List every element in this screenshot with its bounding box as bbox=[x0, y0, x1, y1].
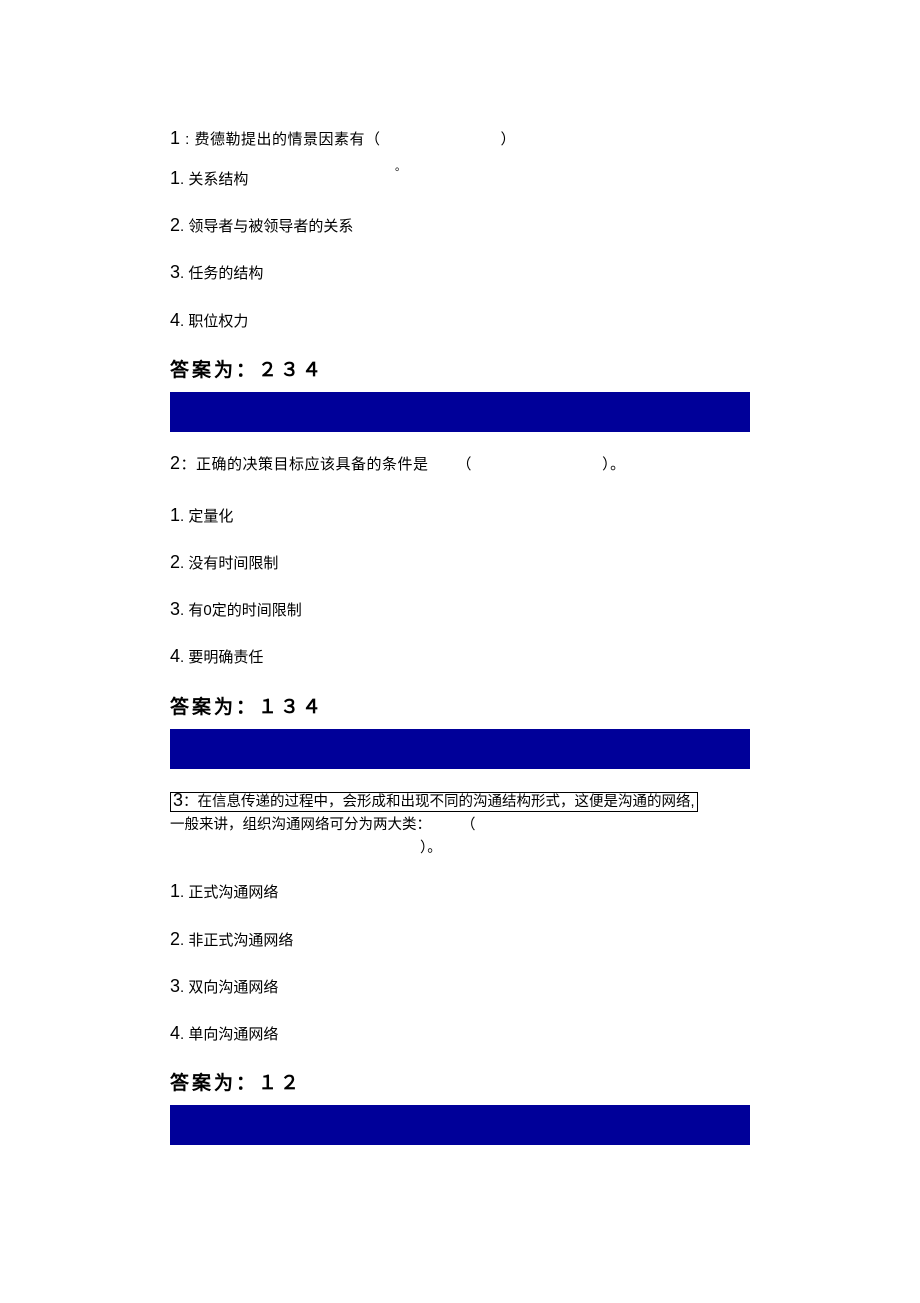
q1-option-2: 2. 领导者与被领导者的关系 bbox=[170, 213, 750, 238]
q3-answer: 答案为：１２ bbox=[170, 1068, 750, 1095]
q3-option-3: 3. 双向沟通网络 bbox=[170, 974, 750, 999]
question-1-number: 1 bbox=[170, 128, 181, 148]
q1-answer-label: 答案为： bbox=[170, 360, 258, 381]
q1-option-3: 3. 任务的结构 bbox=[170, 260, 750, 285]
q2-opt4-text: 要明确责任 bbox=[188, 649, 263, 666]
q3-opt2-text: 非正式沟通网络 bbox=[188, 932, 293, 949]
q1-option-1: 1. 关系结构 bbox=[170, 166, 750, 191]
question-block-1: 1 : 费德勒提出的情景因素有（ ） 。 1. 关系结构 2. 领导者与被领导者的… bbox=[170, 125, 750, 432]
question-3-line3: ）。 bbox=[420, 840, 442, 856]
q2-opt1-text: 定量化 bbox=[188, 508, 233, 525]
q1-opt2-num: 2 bbox=[170, 215, 180, 235]
q2-opt3-text: 有0定的时间限制 bbox=[188, 602, 301, 619]
question-1-period: 。 bbox=[395, 159, 407, 176]
q3-option-1: 1. 正式沟通网络 bbox=[170, 879, 750, 904]
document-page: 1 : 费德勒提出的情景因素有（ ） 。 1. 关系结构 2. 领导者与被领导者的… bbox=[0, 0, 920, 1303]
q2-option-1: 1. 定量化 bbox=[170, 503, 750, 528]
question-3-boxed: 3：在信息传递的过程中，会形成和出现不同的沟通结构形式，这便是沟通的网络, bbox=[170, 792, 698, 812]
q3-option-2: 2. 非正式沟通网络 bbox=[170, 927, 750, 952]
question-2-stem-b: （ bbox=[457, 456, 473, 473]
q1-answer: 答案为：２３４ bbox=[170, 355, 750, 382]
question-2-number: 2 bbox=[170, 453, 181, 473]
q2-opt4-num: 4 bbox=[170, 646, 180, 666]
q2-answer-label: 答案为： bbox=[170, 697, 258, 718]
question-2-stem-a: 正确的决策目标应该具备的条件是 bbox=[196, 456, 429, 473]
separator-bar-1 bbox=[170, 392, 750, 432]
q1-opt4-text: 职位权力 bbox=[188, 313, 248, 330]
question-2-stem: 2：正确的决策目标应该具备的条件是 （ ）。 bbox=[170, 450, 750, 477]
q1-answer-value: ２３４ bbox=[258, 360, 324, 381]
q2-opt3-num: 3 bbox=[170, 599, 180, 619]
q1-opt3-text: 任务的结构 bbox=[188, 265, 263, 282]
q3-answer-label: 答案为： bbox=[170, 1073, 258, 1094]
q1-opt3-num: 3 bbox=[170, 262, 180, 282]
question-3-line1: 在信息传递的过程中，会形成和出现不同的沟通结构形式，这便是沟通的网络, bbox=[198, 794, 695, 810]
q3-opt1-text: 正式沟通网络 bbox=[188, 884, 278, 901]
q3-answer-value: １２ bbox=[258, 1073, 302, 1094]
q1-opt1-text: 关系结构 bbox=[188, 171, 248, 188]
question-1-stem: 1 : 费德勒提出的情景因素有（） 。 bbox=[170, 125, 750, 152]
question-1-stem-b: ） bbox=[501, 131, 517, 148]
q1-opt1-num: 1 bbox=[170, 168, 180, 188]
q2-opt1-num: 1 bbox=[170, 505, 180, 525]
q3-opt2-num: 2 bbox=[170, 929, 180, 949]
question-3-colon: ： bbox=[183, 794, 198, 810]
q2-option-4: 4. 要明确责任 bbox=[170, 644, 750, 669]
q3-opt3-text: 双向沟通网络 bbox=[188, 979, 278, 996]
q2-option-2: 2. 没有时间限制 bbox=[170, 550, 750, 575]
q1-option-4: 4. 职位权力 bbox=[170, 308, 750, 333]
question-2-colon: ： bbox=[181, 456, 197, 473]
q1-opt2-text: 领导者与被领导者的关系 bbox=[188, 218, 353, 235]
separator-bar-2 bbox=[170, 729, 750, 769]
question-3-line2a: 一般来讲，组织沟通网络可分为两大类： bbox=[170, 817, 431, 833]
question-block-3: 3：在信息传递的过程中，会形成和出现不同的沟通结构形式，这便是沟通的网络, 一般… bbox=[170, 787, 750, 1146]
q2-answer: 答案为：１３４ bbox=[170, 692, 750, 719]
question-block-2: 2：正确的决策目标应该具备的条件是（）。 1. 定量化 2. 没有时间限制 3.… bbox=[170, 450, 750, 769]
question-1-stem-a: 费德勒提出的情景因素有（ bbox=[195, 131, 381, 148]
q3-option-4: 4. 单向沟通网络 bbox=[170, 1021, 750, 1046]
question-3-line2b: （ bbox=[461, 817, 476, 833]
question-2-stem-c: ）。 bbox=[602, 456, 626, 473]
separator-bar-3 bbox=[170, 1105, 750, 1145]
q2-answer-value: １３４ bbox=[258, 697, 324, 718]
q3-opt1-num: 1 bbox=[170, 881, 180, 901]
q2-opt2-num: 2 bbox=[170, 552, 180, 572]
q3-opt4-text: 单向沟通网络 bbox=[188, 1026, 278, 1043]
q2-option-3: 3. 有0定的时间限制 bbox=[170, 597, 750, 622]
question-3-stem: 3：在信息传递的过程中，会形成和出现不同的沟通结构形式，这便是沟通的网络, 一般… bbox=[170, 787, 750, 860]
question-1-colon: : bbox=[181, 131, 195, 148]
question-3-number: 3 bbox=[173, 790, 183, 810]
q3-opt3-num: 3 bbox=[170, 976, 180, 996]
q1-opt4-num: 4 bbox=[170, 310, 180, 330]
q2-opt2-text: 没有时间限制 bbox=[188, 555, 278, 572]
q3-opt4-num: 4 bbox=[170, 1023, 180, 1043]
